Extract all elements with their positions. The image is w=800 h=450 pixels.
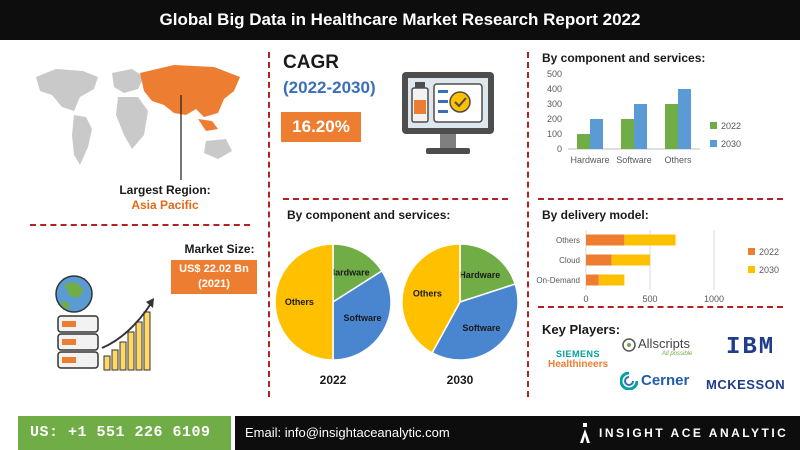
hbar-legend-label-2030: 2030 (759, 265, 779, 275)
world-map (36, 65, 240, 180)
siemens-logo-subtext: Healthineers (548, 359, 609, 370)
asia-pacific-region (140, 65, 240, 117)
bar-ytick-0: 0 (557, 144, 562, 154)
hbar-on-demand-2030 (598, 274, 625, 286)
divider-right (527, 52, 529, 397)
pie-section-title: By component and services: (287, 208, 451, 222)
divider-middle-h (283, 198, 508, 200)
monitor-icon (402, 72, 494, 154)
pie-2030-slice-others (401, 243, 461, 354)
cagr-value: 16.20% (281, 112, 361, 142)
hbar-legend-label-2022: 2022 (759, 247, 779, 257)
pie-2030-label-others: Others (413, 289, 442, 299)
bar-hardware-2022 (577, 134, 590, 149)
region-label: Largest Region: (119, 183, 211, 197)
bar-legend-label-2022: 2022 (721, 121, 741, 131)
pie-chart: Hardware Software Others 2022 Hardware Softwa… (274, 243, 519, 387)
hbar-category-others: Others (556, 236, 580, 245)
hbar-xtick-500: 500 (642, 294, 657, 304)
divider-left (268, 52, 270, 397)
allscripts-logo-text: Allscripts (638, 336, 691, 351)
footer-email[interactable]: Email: info@insightaceanalytic.com (245, 425, 450, 440)
hbar-legend-swatch-2030 (748, 266, 755, 273)
ibm-logo: IBM (726, 334, 776, 361)
bar-others-2030 (678, 89, 691, 149)
pie-2030-label-software: Software (462, 323, 500, 333)
cerner-icon (620, 372, 638, 390)
key-players-title: Key Players: (542, 322, 621, 337)
pie-2030-label-hardware: Hardware (459, 270, 500, 280)
mckesson-logo: MCKESSON (706, 377, 786, 392)
market-size-value: US$ 22.02 Bn (2021) (171, 260, 257, 294)
footer-brand: INSIGHT ACE ANALYTIC (599, 426, 789, 440)
divider-right-h2 (538, 306, 783, 308)
bar-category-others: Others (664, 155, 692, 165)
cerner-logo-text: Cerner (641, 372, 690, 389)
pie-2022-slice-software (332, 269, 392, 361)
allscripts-logo-subtext: All possible (662, 351, 693, 357)
hbar-others-2030 (624, 234, 676, 246)
siemens-logo: SIEMENS Healthineers (548, 349, 608, 370)
bar-section-title: By component and services: (542, 51, 706, 65)
pie-title-2022: 2022 (320, 373, 347, 387)
pie-title-2030: 2030 (447, 373, 474, 387)
divider-left-h (30, 224, 250, 226)
hbar-xtick-0: 0 (583, 294, 588, 304)
hbar-legend-swatch-2022 (748, 248, 755, 255)
hbar-others-2022 (586, 234, 625, 246)
hbar-section-title: By delivery model: (542, 208, 649, 222)
bar-software-2022 (621, 119, 634, 149)
bar-ytick-400: 400 (547, 84, 562, 94)
pie-2030-slice-software (431, 283, 519, 361)
bar-hardware-2030 (590, 119, 603, 149)
pie-2022-slice-others (274, 243, 334, 361)
pie-2022-label-software: Software (343, 313, 381, 323)
bar-ytick-100: 100 (547, 129, 562, 139)
pie-2022-label-hardware: Hardware (329, 268, 370, 278)
bar-software-2030 (634, 104, 647, 149)
hbar-cloud-2030 (611, 254, 650, 266)
footer-phone: US: +1 551 226 6109 (18, 416, 231, 450)
pie-2030-slice-hardware (459, 243, 517, 304)
bar-ytick-500: 500 (547, 69, 562, 79)
bar-ytick-200: 200 (547, 114, 562, 124)
market-size-label: Market Size: (184, 242, 255, 256)
market-size-year: (2021) (198, 278, 230, 290)
bar-ytick-300: 300 (547, 99, 562, 109)
divider-right-h1 (538, 198, 783, 200)
bar-chart: 0 100 200 300 400 500 Hardware Software Others 20… (547, 69, 741, 165)
bar-legend-label-2030: 2030 (721, 139, 741, 149)
allscripts-icon (622, 338, 636, 352)
bar-legend-swatch-2030 (710, 140, 717, 147)
hbar-category-on-demand: On-Demand (536, 276, 580, 285)
brand-logo-icon (580, 423, 590, 443)
footer-bar: Email: info@insightaceanalytic.com INSIG… (235, 416, 800, 450)
globe-server-icon (55, 275, 154, 371)
cagr-label: CAGR (283, 52, 339, 73)
region-value: Asia Pacific (131, 198, 199, 212)
siemens-logo-text: SIEMENS (556, 349, 601, 359)
bar-category-software: Software (616, 155, 652, 165)
hbar-category-cloud: Cloud (559, 256, 580, 265)
bar-legend-swatch-2022 (710, 122, 717, 129)
hbar-on-demand-2022 (586, 274, 599, 286)
hbar-chart: 0 500 1000 Others Cloud On-Demand 2022 2030 (536, 230, 779, 304)
bar-category-hardware: Hardware (570, 155, 609, 165)
market-size-amount: US$ 22.02 Bn (179, 263, 249, 275)
hbar-cloud-2022 (586, 254, 612, 266)
hbar-xtick-1000: 1000 (704, 294, 724, 304)
cagr-years: (2022-2030) (283, 78, 376, 97)
page-title: Global Big Data in Healthcare Market Res… (0, 0, 800, 40)
pie-2022-label-others: Others (285, 297, 314, 307)
pie-2022-slice-hardware (332, 243, 384, 304)
bar-others-2022 (665, 104, 678, 149)
